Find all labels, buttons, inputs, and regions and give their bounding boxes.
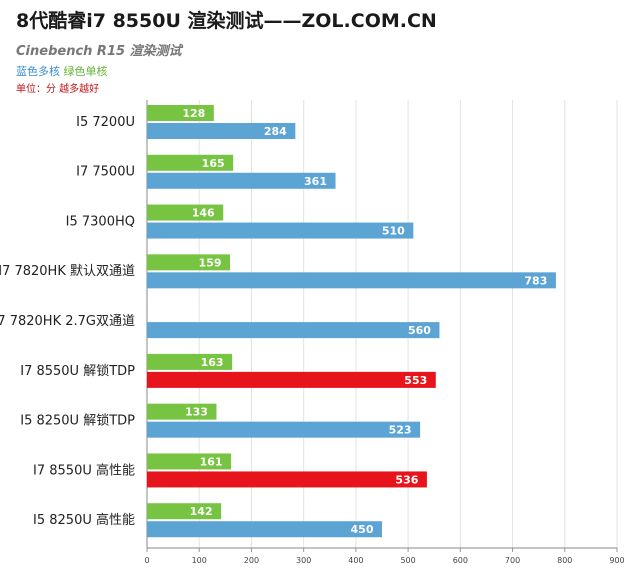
single-core-value: 133 — [185, 406, 208, 419]
legend-single-core: 绿色单核 — [63, 65, 108, 78]
single-core-bar — [147, 204, 224, 221]
single-core-bar — [147, 105, 214, 121]
x-tick-label: 300 — [296, 556, 311, 565]
multi-core-bar — [147, 123, 296, 139]
chart-title: 8代酷睿i7 8550U 渲染测试——ZOL.COM.CN — [16, 10, 437, 32]
category-label: I5 8250U 解锁TDP — [20, 413, 135, 429]
multi-core-value: 450 — [351, 523, 374, 536]
category-label: I7 8550U 解锁TDP — [20, 363, 135, 379]
multi-core-bar — [147, 521, 382, 538]
single-core-value: 161 — [200, 455, 223, 468]
x-tick-label: 200 — [244, 556, 259, 565]
single-core-value: 159 — [199, 256, 222, 269]
category-label: I7 7820HK 默认双通道 — [0, 263, 135, 279]
multi-core-value: 560 — [408, 324, 431, 337]
category-label: I5 7200U — [76, 115, 135, 130]
multi-core-bar — [147, 172, 336, 189]
single-core-value: 128 — [182, 107, 205, 120]
x-tick-label: 500 — [400, 556, 415, 565]
single-core-bar — [147, 403, 217, 420]
x-tick-label: 0 — [144, 556, 149, 565]
multi-core-value: 553 — [404, 374, 427, 387]
x-tick-label: 600 — [453, 556, 468, 565]
single-core-value: 142 — [190, 505, 213, 518]
multi-core-value: 523 — [389, 424, 412, 437]
single-core-bar — [147, 453, 232, 470]
chart-subtitle: Cinebench R15 渲染测试 — [16, 44, 182, 59]
multi-core-bar — [147, 322, 440, 339]
category-label: I5 8250U 高性能 — [33, 512, 135, 528]
multi-core-value: 536 — [395, 473, 418, 486]
x-tick-label: 100 — [192, 556, 207, 565]
multi-core-value: 361 — [304, 175, 327, 188]
single-core-bar — [147, 353, 233, 370]
category-label: I7 7500U — [76, 165, 135, 180]
multi-core-value: 510 — [382, 225, 405, 238]
category-label: I7 7820HK 2.7G双通道 — [0, 314, 135, 329]
multi-core-value: 284 — [264, 125, 287, 138]
single-core-bar — [147, 154, 234, 171]
single-core-bar — [147, 503, 222, 520]
single-core-value: 163 — [201, 356, 224, 369]
multi-core-bar — [147, 421, 421, 438]
legend: 蓝色多核 绿色单核 — [16, 63, 108, 79]
single-core-bar — [147, 254, 231, 271]
x-tick-label: 800 — [557, 556, 572, 565]
single-core-value: 165 — [202, 157, 225, 170]
single-core-value: 146 — [192, 207, 215, 220]
multi-core-bar — [147, 272, 556, 289]
category-label: I5 7300HQ — [66, 214, 135, 229]
unit-note: 单位：分 越多越好 — [16, 84, 100, 95]
legend-multi-core: 蓝色多核 — [16, 65, 60, 78]
multi-core-bar — [147, 222, 414, 239]
x-tick-label: 700 — [505, 556, 520, 565]
multi-core-bar — [147, 371, 436, 388]
multi-core-value: 783 — [524, 274, 547, 287]
multi-core-bar — [147, 471, 427, 488]
x-tick-label: 400 — [348, 556, 363, 565]
category-label: I7 8550U 高性能 — [33, 462, 135, 478]
x-tick-label: 900 — [609, 556, 624, 565]
